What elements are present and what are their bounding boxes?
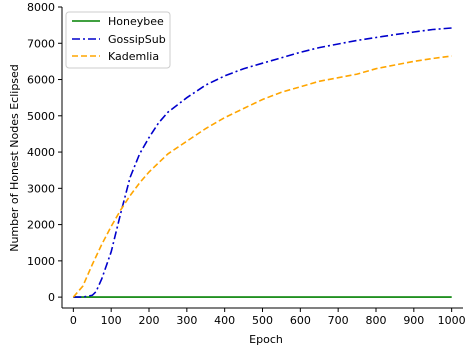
x-tick-label: 1000 (438, 314, 466, 327)
x-tick-label: 900 (403, 314, 424, 327)
series-layer (72, 27, 452, 298)
x-axis-label: Epoch (249, 333, 283, 346)
y-axis-label: Number of Honest Nodes Eclipsed (8, 64, 21, 252)
y-tick-label: 1000 (27, 255, 55, 268)
legend: Honeybee GossipSub Kademlia (65, 11, 171, 69)
x-tick-label: 500 (252, 314, 273, 327)
x-tick-label: 400 (214, 314, 235, 327)
y-tick-label: 5000 (27, 110, 55, 123)
y-tick-label: 2000 (27, 219, 55, 232)
x-tick-label: 600 (290, 314, 311, 327)
y-tick-label: 3000 (27, 182, 55, 195)
y-tick-label: 8000 (27, 1, 55, 14)
series-line-gossipsub (73, 27, 452, 298)
x-tick-label: 800 (365, 314, 386, 327)
series-line-kademlia (72, 55, 452, 298)
x-tick-label: 0 (70, 314, 77, 327)
legend-label-honeybee: Honeybee (108, 15, 164, 28)
y-axis: 0 1000 2000 3000 4000 5000 6000 7000 8000 (27, 1, 62, 304)
legend-label-kademlia: Kademlia (108, 50, 159, 63)
x-tick-label: 700 (328, 314, 349, 327)
y-tick-label: 0 (48, 291, 55, 304)
legend-label-gossipsub: GossipSub (108, 33, 166, 46)
x-tick-label: 100 (101, 314, 122, 327)
legend-frame (65, 11, 171, 69)
x-axis: 0 100 200 300 400 500 600 700 800 900 1000 (70, 308, 466, 327)
y-tick-label: 7000 (27, 37, 55, 50)
y-tick-label: 4000 (27, 146, 55, 159)
y-tick-label: 6000 (27, 74, 55, 87)
x-tick-label: 200 (139, 314, 160, 327)
x-tick-label: 300 (176, 314, 197, 327)
